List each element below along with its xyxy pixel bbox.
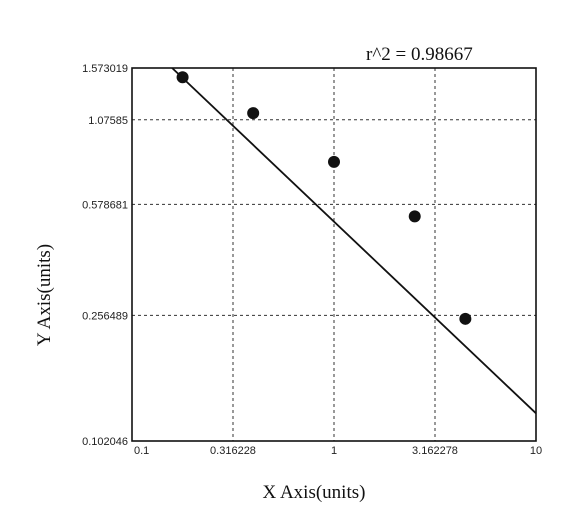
y-tick-label: 1.573019: [82, 63, 128, 75]
fit-line-layer: [171, 67, 537, 414]
x-tick-label: 10: [530, 445, 542, 457]
r-squared-annotation: r^2 = 0.98667: [366, 44, 473, 65]
data-point: [459, 312, 472, 325]
x-tick-label: 0.1: [134, 445, 149, 457]
y-tick-label: 0.102046: [82, 436, 128, 448]
x-tick-label: 1: [331, 445, 337, 457]
data-points: [176, 71, 472, 325]
fit-line: [171, 67, 537, 414]
y-tick-label: 1.07585: [88, 115, 128, 127]
y-tick-labels: 0.102046 0.256489 0.578681 1.07585 1.573019: [82, 63, 128, 448]
data-point: [176, 71, 189, 84]
x-tick-label: 0.316228: [210, 445, 256, 457]
y-axis-label: Y Axis(units): [34, 244, 55, 346]
x-axis-label: X Axis(units): [263, 482, 366, 503]
y-tick-label: 0.578681: [82, 199, 128, 211]
data-point: [408, 210, 421, 223]
y-tick-label: 0.256489: [82, 310, 128, 322]
plot-frame: [131, 67, 537, 442]
grid-layer: [132, 68, 536, 441]
x-tick-label: 3.162278: [412, 445, 458, 457]
x-tick-labels: 0.1 0.316228 1 3.162278 10: [134, 445, 542, 457]
data-point: [247, 107, 260, 120]
data-point: [328, 155, 340, 168]
